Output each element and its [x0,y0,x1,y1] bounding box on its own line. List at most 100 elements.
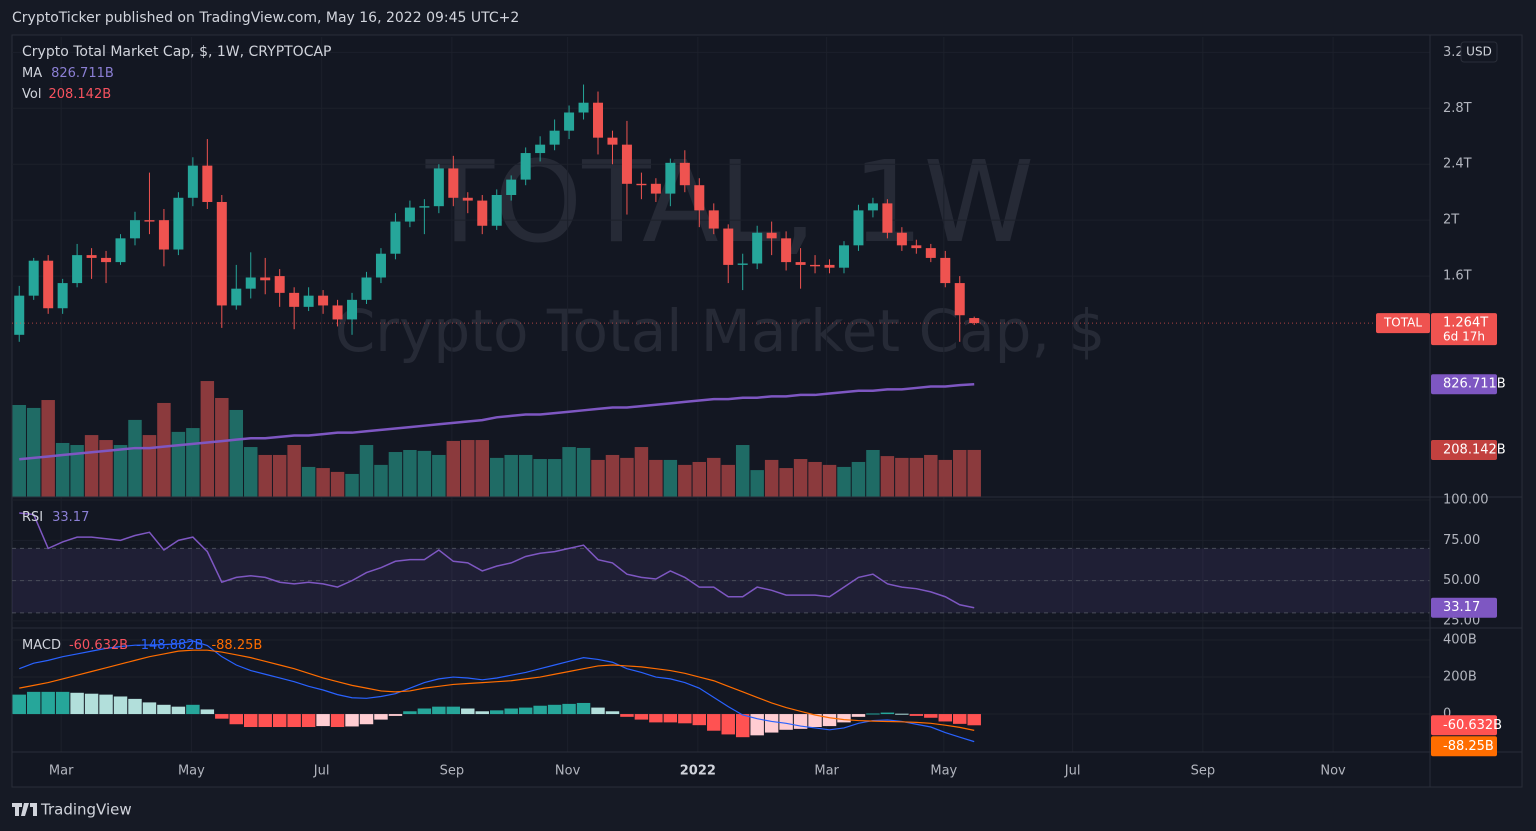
volume-bar [605,454,620,497]
x-tick-label: Jul [1064,764,1081,779]
x-tick-label: Mar [49,764,74,779]
volume-bar [938,459,953,497]
candle-body [419,206,430,208]
ma-line [19,382,975,461]
y-tick-label: 200B [1443,670,1477,685]
candle-body [115,238,126,263]
macd-histogram-bar [186,704,200,715]
volume-bar [215,397,229,497]
candle-body [882,203,893,233]
legend-title: Crypto Total Market Cap, $, 1W, CRYPTOCA… [22,44,332,60]
macd-histogram-bar [417,708,432,715]
candle-body [158,220,169,250]
x-tick-label: Nov [555,764,581,779]
volume-bar [157,402,171,497]
candle-body [491,194,502,226]
x-tick-label: 2022 [680,764,716,779]
volume-bar [924,454,938,497]
volume-bar [55,442,70,497]
macd-histogram-bar [359,714,374,725]
volume-bar [880,456,895,497]
x-tick-label: Sep [1191,764,1216,779]
x-tick-label: May [930,764,957,779]
candle-body [578,102,589,113]
volume-bar [403,449,417,497]
macd-histogram-bar [909,714,924,716]
candle-body [838,245,849,268]
macd-histogram-bar [287,714,301,728]
rsi-value: 33.17 [52,510,89,525]
macd-histogram-bar [345,714,359,727]
volume-bar [287,445,301,497]
badge-label: 826.711B [1443,377,1506,392]
macd-histogram-bar [316,714,330,727]
macd-histogram-bar [12,694,26,715]
volume-bar [301,466,316,497]
watermark: Crypto Total Market Cap, $ [335,297,1105,365]
volume-bar [99,440,113,497]
volume-bar [244,447,258,497]
volume-bar [359,445,374,497]
header: CryptoTicker published on TradingView.co… [12,10,519,26]
volume-bar [866,449,880,497]
macd-line [19,640,975,743]
macd-histogram-bar [272,714,287,728]
volume-bar [446,440,461,497]
volume-bar [895,457,909,497]
candle-body [636,183,647,186]
usd-button[interactable]: USD [1460,41,1498,63]
vol-value: 208.142B [48,87,111,102]
volume-bar [953,449,967,497]
price-badge [1431,313,1497,346]
volume-bar [84,435,99,497]
candle-body [665,162,676,194]
x-tick-label: May [178,764,205,779]
price-badge [1431,715,1497,736]
candle-body [781,238,792,263]
candle-body [694,185,705,211]
y-tick-label: 50.00 [1443,573,1480,588]
macd-histogram-bar [547,704,562,715]
macd-histogram-bar [562,703,576,715]
logo-icon [12,803,37,816]
legend-ma: MA 826.711B [22,66,114,81]
macd-histogram-bar [938,714,953,722]
candle-body [867,203,878,211]
macd-histogram-bar [953,714,967,724]
candle-body [173,197,184,250]
macd-histogram-bar [330,714,345,728]
candle-body [477,200,488,226]
candle-body [925,248,936,258]
candle-body [810,264,821,267]
macd-histogram-bar [895,713,909,715]
ma-name: MA [22,66,42,81]
candle-body [954,283,965,316]
candle-body [303,295,314,307]
macd-histogram-bar [26,691,41,715]
candle-body [245,277,256,289]
volume-bar [417,450,432,497]
candle-body [535,144,546,154]
macd-histogram-bar [489,710,504,715]
volume-bar [721,464,735,497]
macd-histogram-bar [244,714,258,728]
macd-histogram-bar [764,714,779,733]
macd-histogram-bar [171,706,186,715]
usd-box[interactable] [1460,41,1498,63]
macd-histogram-bar [924,714,938,718]
volume-bar [779,468,793,497]
macd-histogram-bar [432,706,446,715]
candle-body [433,168,444,207]
price-badge [1431,439,1497,460]
badge-label: 1.264T [1443,316,1488,331]
macd-histogram-bar [157,704,171,715]
currency[interactable]: USD [1466,45,1492,59]
badge-label: -60.632B [1443,718,1502,733]
macd-histogram-bar [967,714,981,726]
candle-body [520,153,531,180]
volume-bar [634,447,649,497]
candle-body [260,277,271,281]
volume-bar [475,440,489,497]
volume-bar [186,428,200,497]
volume-bar [518,454,533,497]
